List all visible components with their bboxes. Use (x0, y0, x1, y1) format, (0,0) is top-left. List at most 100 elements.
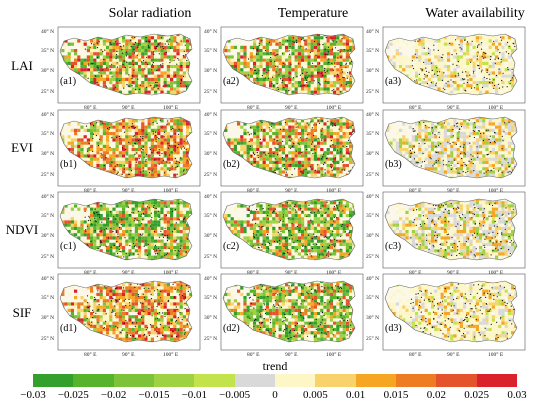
colorbar-tick-label: 0.01 (346, 389, 366, 401)
colorbar-tick-label: −0.03 (20, 389, 46, 401)
map-figure: 40° N 35° N 30° N 25° N 80° E 90° E 100° E (b3) (366, 109, 526, 194)
latitude-tick-label: 40° N (41, 275, 54, 282)
map-panel: 40° N 35° N 30° N 25° N 80° E 90° E 100° E (b2) (203, 108, 371, 194)
map-figure: 40° N 35° N 30° N 25° N 80° E 90° E 100° E (a2) (204, 26, 364, 111)
longitude-tick-label: 80° E (84, 104, 97, 111)
longitude-tick-label: 80° E (409, 351, 422, 358)
latitude-tick-label: 25° N (41, 88, 54, 95)
latitude-tick-label: 25° N (204, 88, 217, 95)
colorbar-tick-label: −0.02 (100, 389, 127, 401)
longitude-tick-label: 80° E (247, 104, 260, 111)
longitude-tick-label: 90° E (122, 187, 135, 194)
colorbar-tick-label: 0 (272, 389, 278, 401)
colorbar (33, 374, 517, 387)
longitude-tick-label: 100° E (488, 187, 504, 194)
colorbar-tick-label: −0.015 (138, 389, 170, 401)
longitude-tick-label: 80° E (247, 187, 260, 194)
latitude-tick-label: 35° N (366, 130, 379, 137)
latitude-tick-label: 25° N (366, 335, 379, 342)
latitude-tick-label: 40° N (204, 28, 217, 35)
latitude-tick-label: 35° N (204, 294, 217, 301)
plateau-outline (59, 116, 193, 179)
longitude-tick-label: 90° E (122, 269, 135, 276)
latitude-tick-label: 30° N (41, 314, 54, 321)
map-figure: 40° N 35° N 30° N 25° N 80° E 90° E 100° E (a3) (366, 26, 526, 111)
colorbar-swatch (355, 374, 396, 387)
latitude-tick-label: 35° N (41, 294, 54, 301)
latitude-tick-label: 30° N (366, 232, 379, 239)
longitude-tick-label: 90° E (447, 269, 460, 276)
plateau-outline (222, 33, 356, 96)
panel-tag: (b2) (223, 159, 240, 170)
colorbar-tick-label: −0.005 (219, 389, 251, 401)
latitude-tick-label: 35° N (366, 47, 379, 54)
latitude-tick-label: 30° N (41, 67, 54, 74)
panel-tag: (a3) (385, 76, 401, 87)
latitude-tick-label: 40° N (41, 28, 54, 35)
longitude-tick-label: 80° E (84, 269, 97, 276)
plateau-outline (59, 33, 193, 96)
map-panel: 40° N 35° N 30° N 25° N 80° E 90° E 100° E (d3) (365, 272, 533, 358)
map-figure: 40° N 35° N 30° N 25° N 80° E 90° E 100° E (d2) (204, 273, 364, 358)
latitude-tick-label: 25° N (204, 335, 217, 342)
latitude-tick-label: 35° N (366, 212, 379, 219)
colorbar-swatch (194, 374, 235, 387)
latitude-tick-label: 25° N (41, 171, 54, 178)
colorbar-tick-label: 0.02 (426, 389, 446, 401)
longitude-tick-label: 100° E (163, 351, 179, 358)
map-figure: 40° N 35° N 30° N 25° N 80° E 90° E 100° E (a1) (41, 26, 201, 111)
latitude-tick-label: 30° N (204, 67, 217, 74)
latitude-tick-label: 30° N (366, 67, 379, 74)
plateau-outline (222, 198, 356, 261)
latitude-tick-label: 40° N (366, 28, 379, 35)
row-label-lai: LAI (11, 58, 33, 73)
colorbar-tick-label: 0.005 (302, 389, 328, 401)
map-figure: 40° N 35° N 30° N 25° N 80° E 90° E 100° E (b2) (204, 109, 364, 194)
panel-tag: (c2) (223, 241, 239, 252)
colorbar-swatch (476, 374, 517, 387)
longitude-tick-label: 100° E (326, 269, 342, 276)
longitude-tick-label: 80° E (84, 187, 97, 194)
latitude-tick-label: 40° N (204, 111, 217, 118)
longitude-tick-label: 100° E (163, 104, 179, 111)
longitude-tick-label: 100° E (326, 104, 342, 111)
latitude-tick-label: 30° N (204, 314, 217, 321)
latitude-tick-label: 30° N (366, 314, 379, 321)
latitude-tick-label: 30° N (41, 232, 54, 239)
colorbar-tick-label: 0.015 (383, 389, 409, 401)
panel-tag: (d2) (223, 323, 240, 334)
colorbar-tick-label: 0.03 (507, 389, 527, 401)
latitude-tick-label: 25° N (41, 335, 54, 342)
latitude-tick-label: 40° N (366, 111, 379, 118)
plateau-outline (384, 280, 518, 343)
panel-tag: (d3) (385, 323, 402, 334)
longitude-tick-label: 90° E (122, 351, 135, 358)
latitude-tick-label: 40° N (366, 193, 379, 200)
longitude-tick-label: 100° E (326, 187, 342, 194)
row-label-ndvi: NDVI (5, 222, 39, 237)
longitude-tick-label: 100° E (163, 269, 179, 276)
colorbar-swatch (33, 374, 74, 387)
colorbar-title: trend (262, 359, 288, 373)
plateau-outline (384, 198, 518, 261)
colorbar-swatch (113, 374, 154, 387)
map-panel: 40° N 35° N 30° N 25° N 80° E 90° E 100° E (b1) (40, 108, 208, 194)
longitude-tick-label: 80° E (247, 351, 260, 358)
longitude-tick-label: 80° E (247, 269, 260, 276)
latitude-tick-label: 25° N (41, 253, 54, 260)
latitude-tick-label: 30° N (204, 150, 217, 157)
map-panel: 40° N 35° N 30° N 25° N 80° E 90° E 100° E (d1) (40, 272, 208, 358)
longitude-tick-label: 100° E (488, 269, 504, 276)
map-figure: 40° N 35° N 30° N 25° N 80° E 90° E 100° E (c1) (41, 191, 201, 276)
longitude-tick-label: 90° E (285, 104, 298, 111)
latitude-tick-label: 35° N (204, 212, 217, 219)
panel-tag: (b3) (385, 159, 402, 170)
panel-tag: (a1) (60, 76, 76, 87)
plateau-outline (59, 280, 193, 343)
colorbar-swatch (395, 374, 437, 387)
longitude-tick-label: 90° E (285, 351, 298, 358)
column-header-solar-radiation: Solar radiation (108, 6, 192, 21)
colorbar-tick-label: −0.01 (181, 389, 208, 401)
latitude-tick-label: 40° N (366, 275, 379, 282)
map-figure: 40° N 35° N 30° N 25° N 80° E 90° E 100° E (b1) (41, 109, 201, 194)
